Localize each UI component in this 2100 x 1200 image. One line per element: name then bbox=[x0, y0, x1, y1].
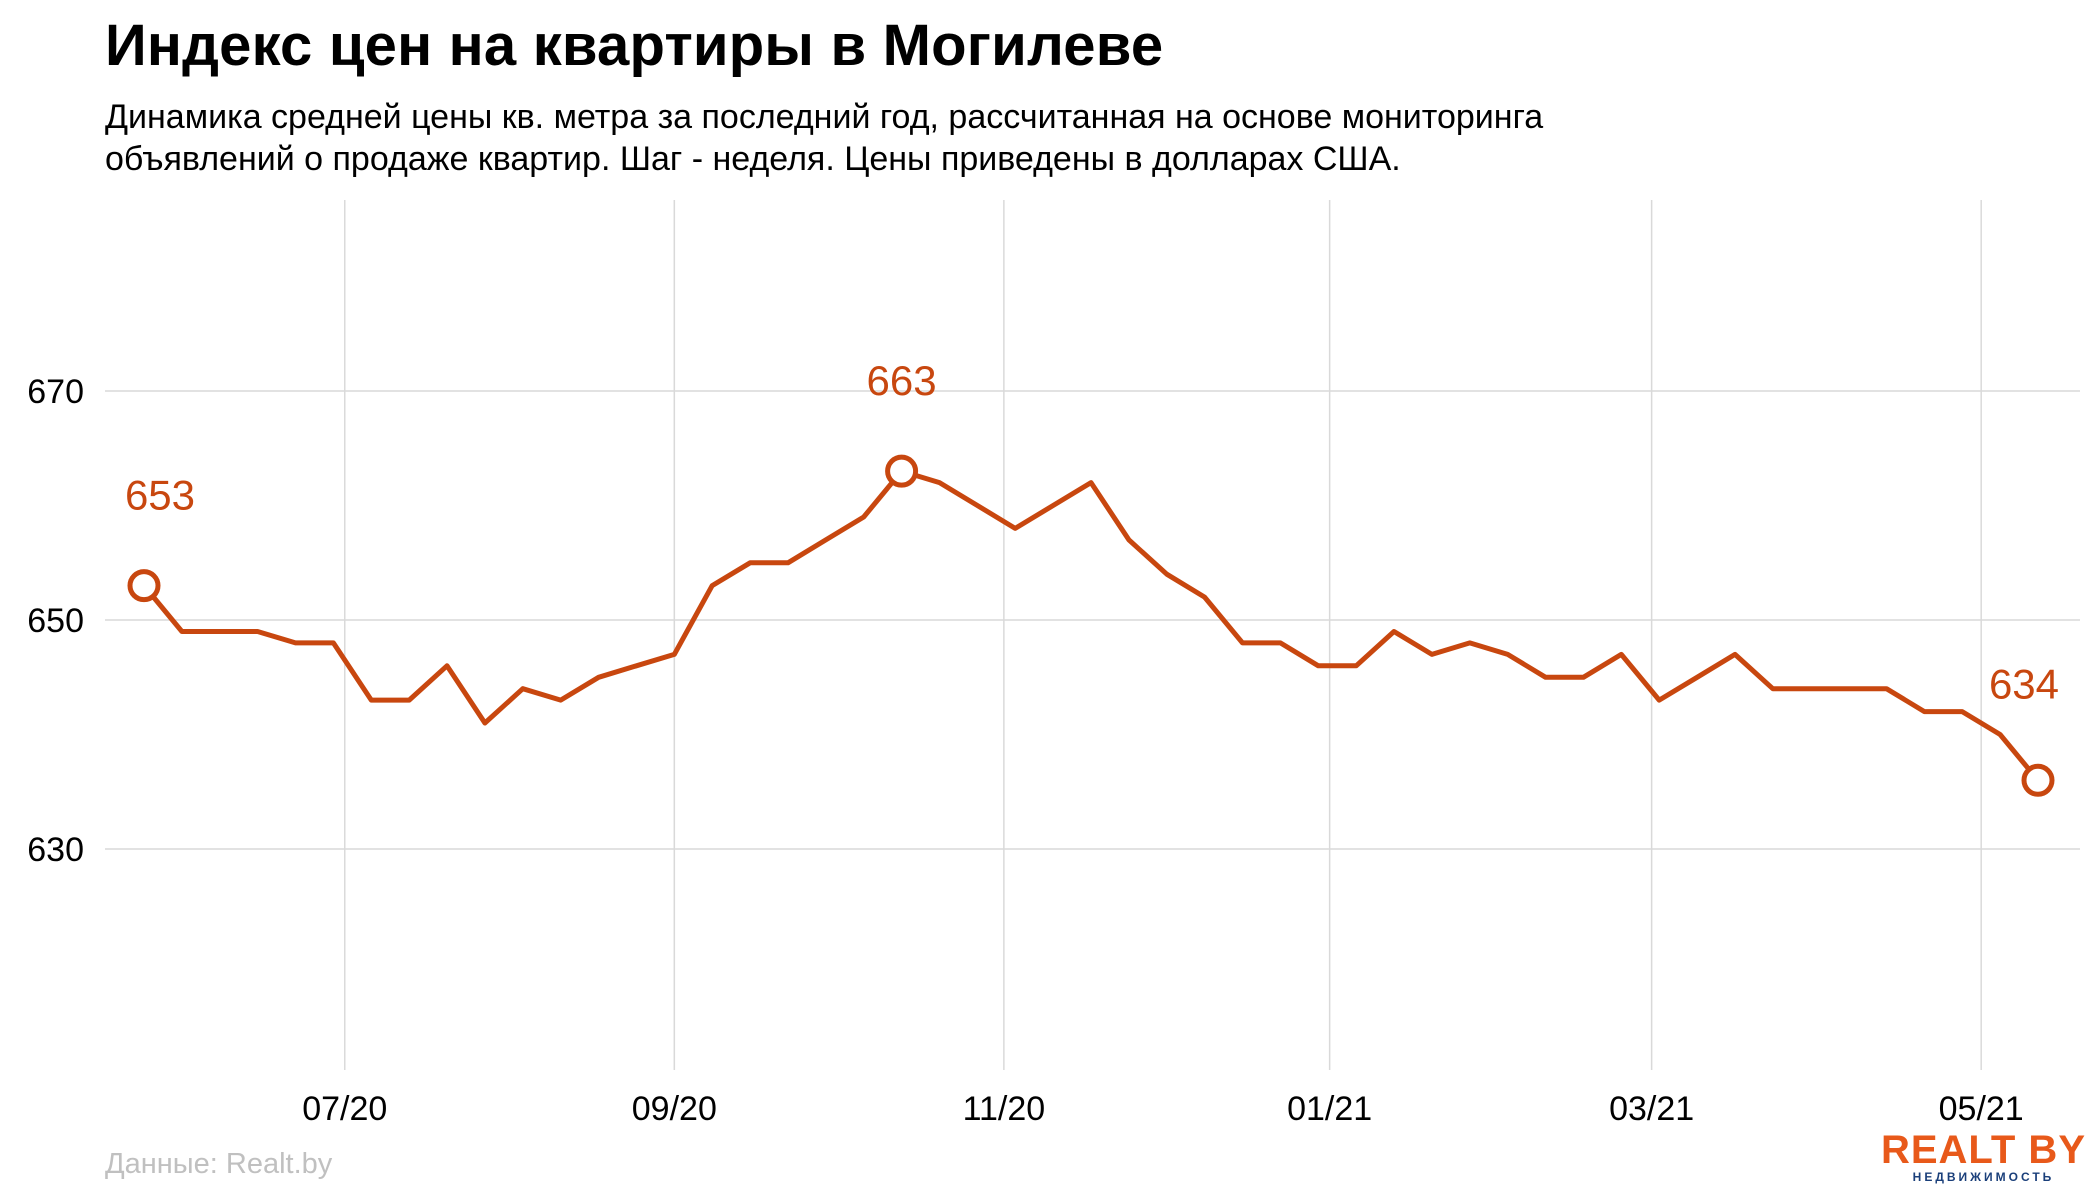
subtitle-line-2: объявлений о продаже квартир. Шаг - неде… bbox=[105, 140, 1401, 178]
chart-subtitle: Динамика средней цены кв. метра за после… bbox=[105, 96, 2005, 180]
x-tick-label: 05/21 bbox=[1939, 1090, 2024, 1128]
logo-wordmark: REALT BY bbox=[1880, 1128, 2086, 1172]
y-tick-label: 650 bbox=[27, 602, 84, 640]
subtitle-line-1: Динамика средней цены кв. метра за после… bbox=[105, 98, 1544, 136]
x-tick-label: 03/21 bbox=[1609, 1090, 1694, 1128]
x-tick-label: 09/20 bbox=[632, 1090, 717, 1128]
price-line bbox=[141, 468, 2041, 783]
chart-title: Индекс цен на квартиры в Могилеве bbox=[105, 13, 1164, 78]
highlight-marker bbox=[127, 569, 161, 603]
highlight-marker bbox=[885, 454, 919, 488]
point-value-label: 663 bbox=[867, 357, 937, 404]
y-tick-label: 670 bbox=[27, 373, 84, 411]
highlight-marker bbox=[2021, 763, 2055, 797]
x-tick-label: 01/21 bbox=[1287, 1090, 1372, 1128]
point-value-label: 634 bbox=[1989, 660, 2059, 707]
y-tick-label: 630 bbox=[27, 831, 84, 869]
x-tick-label: 07/20 bbox=[302, 1090, 387, 1128]
logo-tagline: НЕДВИЖИМОСТЬ bbox=[1912, 1170, 2055, 1184]
point-value-label: 653 bbox=[125, 472, 195, 519]
source-note: Данные: Realt.by bbox=[105, 1148, 333, 1180]
realt-logo: REALT BY НЕДВИЖИМОСТЬ bbox=[1881, 1130, 2086, 1184]
x-tick-label: 11/20 bbox=[963, 1090, 1046, 1128]
